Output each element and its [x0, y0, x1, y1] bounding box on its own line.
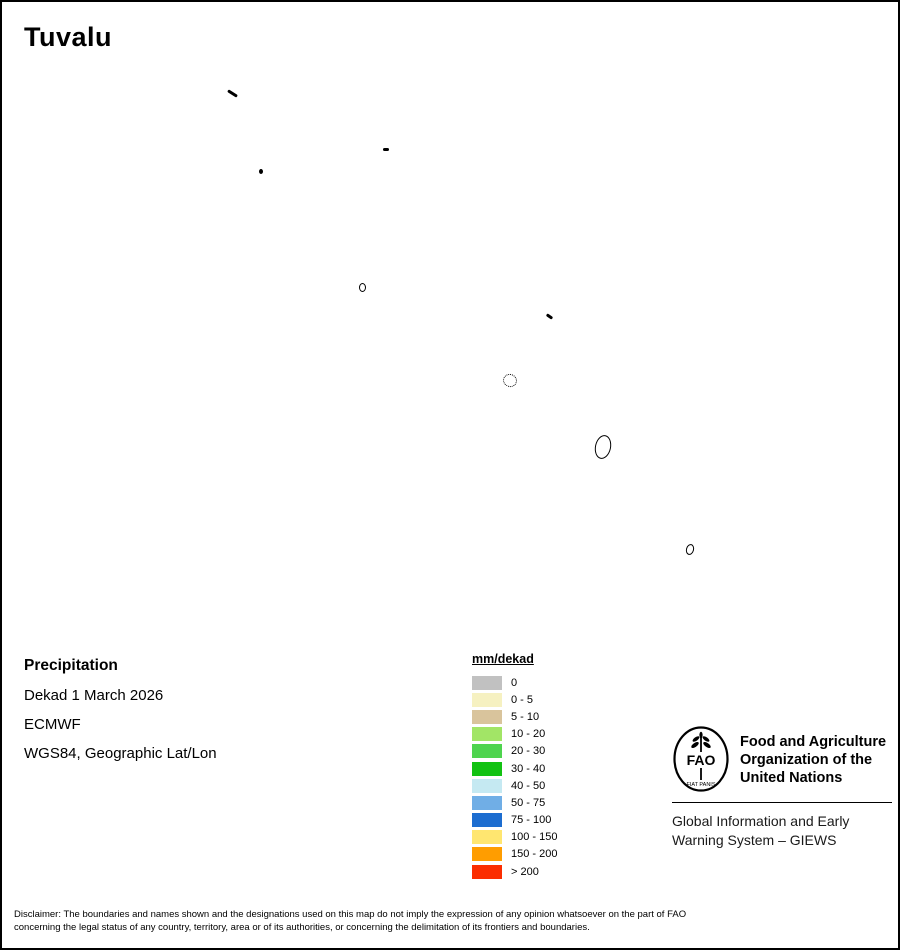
legend-label: 5 - 10: [511, 710, 540, 723]
legend-row: 0 - 5: [472, 691, 557, 708]
legend-row: 5 - 10: [472, 708, 557, 725]
legend-swatch: [472, 709, 502, 724]
legend-label: 50 - 75: [511, 796, 546, 809]
island-5: [545, 313, 554, 320]
legend-swatch: [472, 830, 502, 845]
fao-header: FAO FIAT PANIS Food and Agriculture Orga…: [672, 726, 892, 792]
island-1: [227, 89, 238, 98]
legend-swatch: [472, 744, 502, 759]
legend-swatch: [472, 864, 502, 879]
island-7: [592, 433, 614, 461]
legend-label: 75 - 100: [511, 814, 552, 827]
legend-label: 30 - 40: [511, 762, 546, 775]
fao-org-name: Food and Agriculture Organization of the…: [740, 726, 886, 787]
legend-label: 150 - 200: [511, 848, 558, 861]
fao-divider: [672, 802, 892, 803]
disclaimer-line: concerning the legal status of any count…: [14, 922, 590, 933]
fao-logo-text: FAO: [687, 752, 716, 768]
giews-label: Global Information and Early Warning Sys…: [672, 812, 892, 850]
legend-row: 100 - 150: [472, 829, 557, 846]
legend-row: 50 - 75: [472, 794, 557, 811]
island-3: [259, 169, 263, 174]
legend-label: 10 - 20: [511, 728, 546, 741]
legend-row: 20 - 30: [472, 743, 557, 760]
legend-row: > 200: [472, 863, 557, 880]
legend-swatch: [472, 692, 502, 707]
legend-label: 0 - 5: [511, 693, 534, 706]
disclaimer-text: Disclaimer: The boundaries and names sho…: [14, 908, 894, 934]
fao-branding: FAO FIAT PANIS Food and Agriculture Orga…: [672, 726, 892, 850]
legend-row: 150 - 200: [472, 846, 557, 863]
legend-swatch: [472, 795, 502, 810]
legend-swatch: [472, 675, 502, 690]
giews-label-line: Global Information and Early: [672, 813, 850, 829]
legend-swatch: [472, 727, 502, 742]
legend-entries: 0 0 - 5 5 - 10 10 - 20 20 - 30 30 - 40 40 - 50…: [472, 674, 557, 880]
fao-org-name-line: Food and Agriculture: [740, 734, 887, 750]
legend-swatch: [472, 761, 502, 776]
island-6: [501, 371, 519, 390]
legend-row: 0: [472, 674, 557, 691]
dekad-date-label: Dekad 1 March 2026: [24, 687, 164, 704]
legend-label: > 200: [511, 865, 539, 878]
page-title: Tuvalu: [24, 22, 113, 52]
projection-label: WGS84, Geographic Lat/Lon: [24, 745, 217, 762]
legend-label: 100 - 150: [511, 831, 558, 844]
legend-swatch: [472, 847, 502, 862]
legend-label: 20 - 30: [511, 745, 546, 758]
island-2: [383, 148, 389, 151]
disclaimer-line: Disclaimer: The boundaries and names sho…: [14, 909, 687, 920]
legend-swatch: [472, 778, 502, 793]
legend-row: 40 - 50: [472, 777, 557, 794]
legend-row: 10 - 20: [472, 726, 557, 743]
fao-org-name-line: United Nations: [740, 770, 843, 786]
precipitation-heading: Precipitation: [24, 657, 118, 674]
legend-row: 75 - 100: [472, 812, 557, 829]
legend-label: 0: [511, 676, 518, 689]
giews-label-line: Warning System – GIEWS: [672, 832, 837, 848]
map-info-block: Precipitation Dekad 1 March 2026 ECMWF W…: [24, 657, 217, 774]
island-8: [684, 543, 696, 556]
data-source-label: ECMWF: [24, 716, 81, 733]
legend-label: 40 - 50: [511, 779, 546, 792]
island-4: [359, 283, 366, 292]
fao-logo-motto: FIAT PANIS: [686, 782, 715, 788]
fao-logo-icon: FAO FIAT PANIS: [673, 726, 729, 792]
fao-org-name-line: Organization of the: [740, 752, 873, 768]
legend-swatch: [472, 813, 502, 828]
legend-row: 30 - 40: [472, 760, 557, 777]
legend: mm/dekad 0 0 - 5 5 - 10 10 - 20 20 - 30 30 - …: [472, 652, 557, 880]
legend-title: mm/dekad: [472, 652, 534, 666]
